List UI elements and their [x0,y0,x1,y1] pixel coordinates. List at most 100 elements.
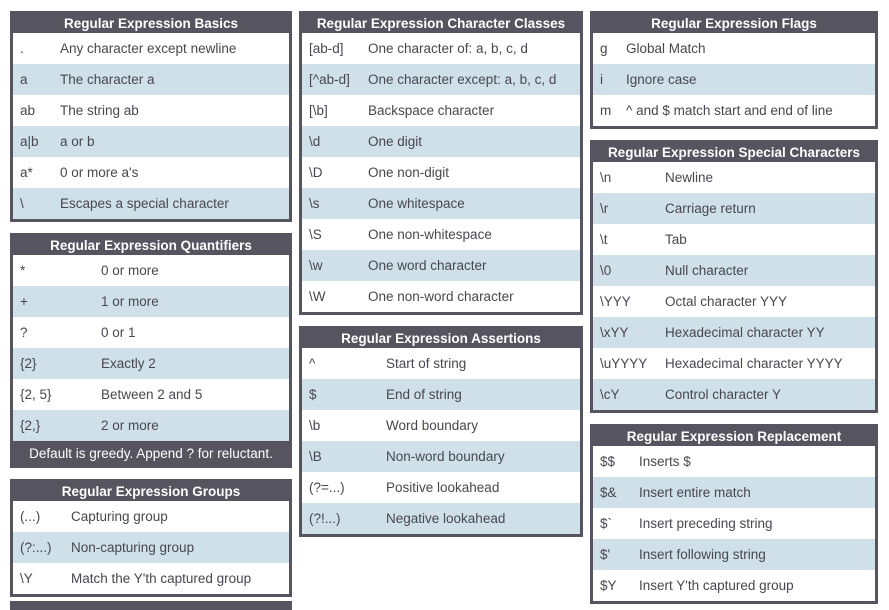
table-row: a The character a [13,64,289,95]
pattern-cell: (?!...) [309,511,341,526]
table-row: {2,} 2 or more [13,410,289,441]
table-row: \YYY Octal character YYY [593,286,875,317]
pattern-cell: g [600,41,608,56]
description-cell: Newline [665,170,714,185]
table-body: [ab-d] One character of: a, b, c, d [^ab-d… [302,33,580,312]
description-cell: 0 or more [101,263,159,278]
description-cell: One non-word character [368,289,514,304]
table-title: Regular Expression Basics [12,13,290,34]
pattern-cell: \xYY [600,325,629,340]
pattern-cell: [\b] [309,103,328,118]
pattern-cell: $$ [600,454,616,469]
description-cell: 2 or more [101,418,159,433]
description-cell: Inserts $ [639,454,691,469]
description-cell: One non-whitespace [368,227,492,242]
table-row: +1 or more [13,286,289,317]
description-cell: Non-capturing group [71,540,195,555]
table-body: . Any character except newline a The charac… [13,33,289,219]
description-cell: Octal character YYY [665,294,788,309]
description-cell: Word boundary [386,418,479,433]
table-row: \r Carriage return [593,193,875,224]
pattern-cell: $ [309,387,317,402]
description-cell: Escapes a special character [60,196,229,211]
table-row: a|b a or b [13,126,289,157]
description-cell: Insert Y'th captured group [639,578,794,593]
pattern-cell: ab [20,103,36,118]
description-cell: Insert entire match [639,485,751,500]
pattern-cell: \ [20,196,24,211]
pattern-cell: $& [600,485,617,500]
pattern-cell: (?:...) [20,540,52,555]
table-row: \uYYYY Hexadecimal character YYYY [593,348,875,379]
pattern-cell: \t [600,232,608,247]
table-row: \cY Control character Y [593,379,875,410]
table-row: $ End of string [302,379,580,410]
table-regex-assertions: Regular Expression Assertions ^ Start of s… [299,326,583,537]
table-title: Regular Expression Character Classes [301,13,581,34]
table-row: \b Word boundary [302,410,580,441]
description-cell: End of string [386,387,462,402]
table-row: ^ Start of string [302,348,580,379]
description-cell: One digit [368,134,423,149]
pattern-cell: \w [309,258,323,273]
pattern-cell: \0 [600,263,612,278]
table-regex-basics: Regular Expression Basics. Any character … [10,11,292,222]
description-cell: a or b [60,134,95,149]
table-row: * 0 or more [13,255,289,286]
column-left: Regular Expression Basics. Any character … [10,11,292,610]
description-cell: Start of string [386,356,467,371]
table-body: $$ Inserts $ $& Insert entire match $` Insert… [593,446,875,601]
table-body: * 0 or more +1 or more? 0 or 1 {2} Exactly 2{… [13,255,289,441]
table-title: Regular Expression Assertions [301,328,581,349]
pattern-cell: \b [309,418,321,433]
description-cell: Carriage return [665,201,756,216]
pattern-cell: \Y [20,571,33,586]
pattern-cell: \D [309,165,323,180]
table-row: m ^ and $ match start and end of line [593,95,875,126]
cutoff-table-header [10,601,292,610]
table-regex-quantifiers: Regular Expression Quantifiers * 0 or more… [10,233,292,468]
pattern-cell: $` [600,516,613,531]
pattern-cell: {2,} [20,418,41,433]
table-row: $Y Insert Y'th captured group [593,570,875,601]
table-title: Regular Expression Quantifiers [12,235,290,256]
pattern-cell: i [600,72,603,87]
table-body: g Global Match i Ignore case m ^ and $ match … [593,33,875,126]
table-row: ? 0 or 1 [13,317,289,348]
table-row: \0 Null character [593,255,875,286]
column-middle: Regular Expression Character Classes [ab-… [299,11,583,537]
pattern-cell: m [600,103,612,118]
description-cell: Positive lookahead [386,480,500,495]
pattern-cell: (?=...) [309,480,345,495]
table-row: i Ignore case [593,64,875,95]
table-title: Regular Expression Replacement [592,426,876,447]
pattern-cell: \d [309,134,321,149]
table-row: $& Insert entire match [593,477,875,508]
description-cell: Hexadecimal character YY [665,325,825,340]
description-cell: Between 2 and 5 [101,387,203,402]
description-cell: One word character [368,258,487,273]
table-footer-note: Default is greedy. Append ? for reluctan… [12,441,290,466]
table-regex-groups: Regular Expression Groups (...) Capturing … [10,479,292,597]
pattern-cell: \S [309,227,322,242]
table-row: a* 0 or more a's [13,157,289,188]
pattern-cell: \YYY [600,294,631,309]
table-row: ab The string ab [13,95,289,126]
table-body: (...) Capturing group (?:...) Non-capturing… [13,501,289,594]
description-cell: Backspace character [368,103,495,118]
table-body: \n Newline \r Carriage return \t Tab \0 Null ch… [593,162,875,410]
table-body: ^ Start of string $ End of string \b Word bou… [302,348,580,534]
description-cell: Hexadecimal character YYYY [665,356,843,371]
description-cell: ^ and $ match start and end of line [626,103,833,118]
table-row: (?:...) Non-capturing group [13,532,289,563]
table-regex-character-classes: Regular Expression Character Classes [ab-… [299,11,583,315]
table-row: [^ab-d] One character except: a, b, c, d [302,64,580,95]
table-row: $' Insert following string [593,539,875,570]
table-row: g Global Match [593,33,875,64]
table-row: \d One digit [302,126,580,157]
description-cell: Insert preceding string [639,516,773,531]
table-regex-special-characters: Regular Expression Special Characters \n N… [590,140,878,413]
pattern-cell: [ab-d] [309,41,344,56]
pattern-cell: $Y [600,578,617,593]
